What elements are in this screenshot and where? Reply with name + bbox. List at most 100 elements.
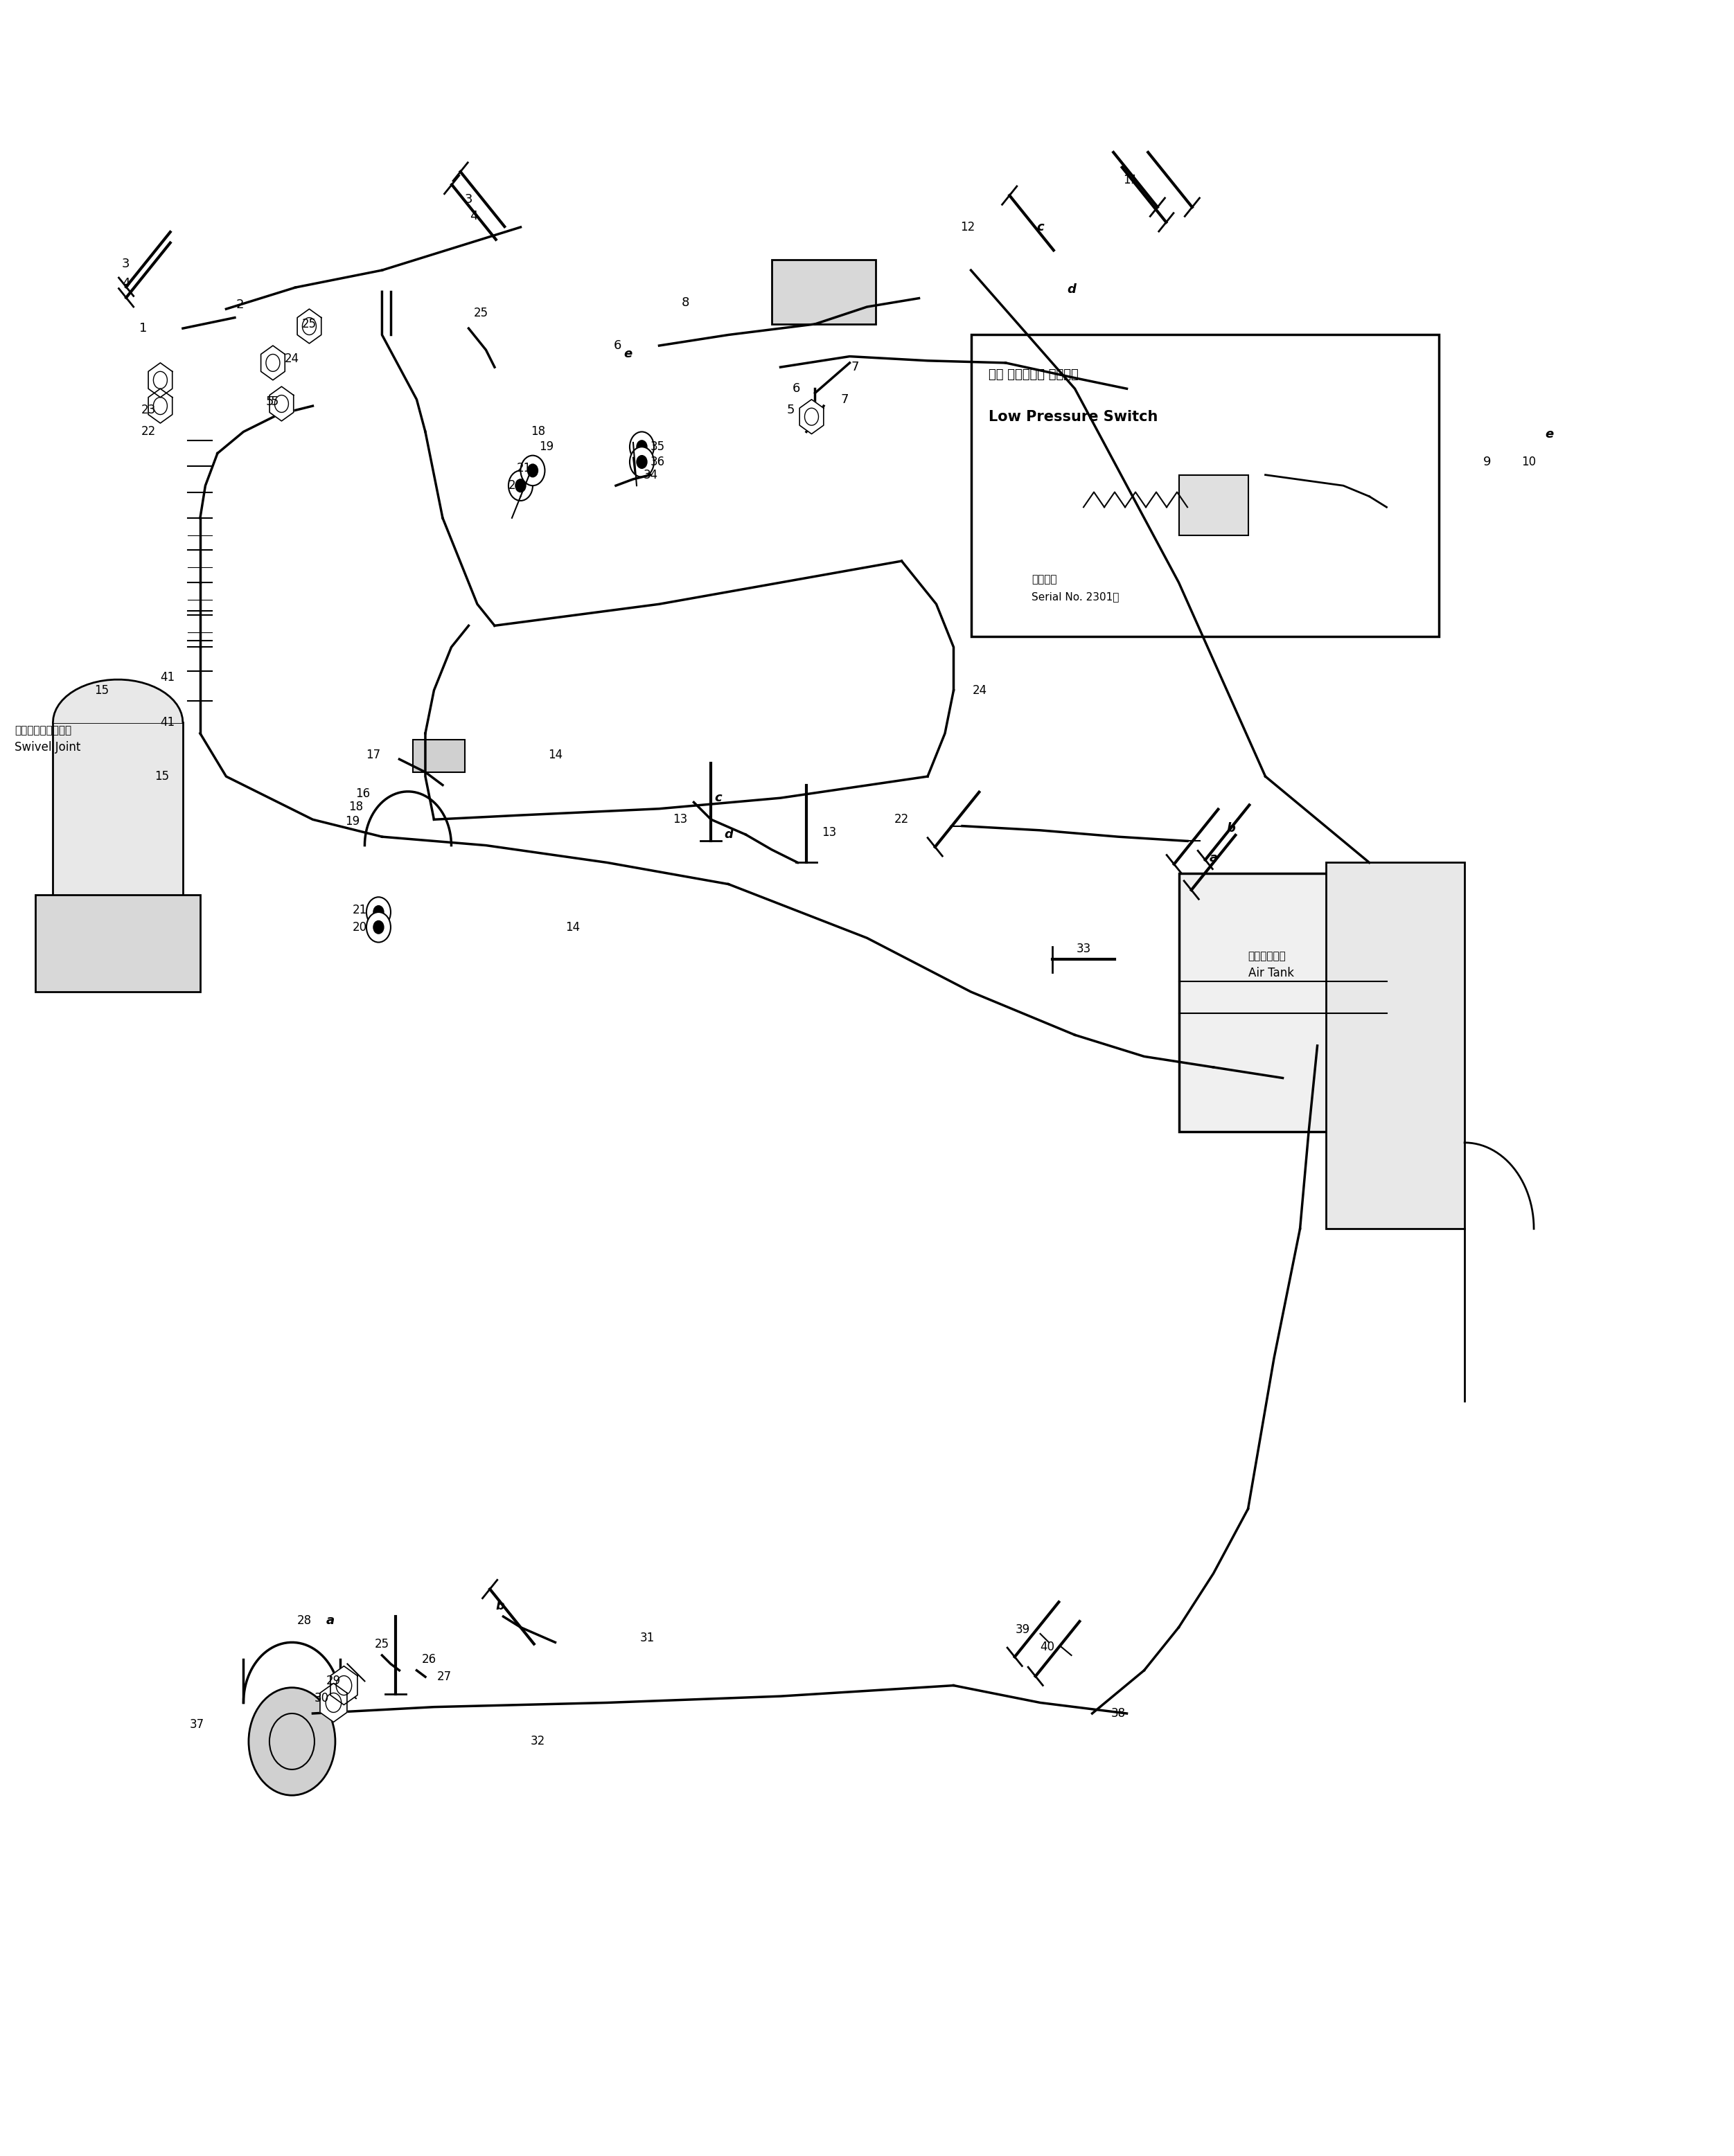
Text: 38: 38 bbox=[1111, 1708, 1125, 1720]
Text: ロー プレッシャ スイッチ: ロー プレッシャ スイッチ bbox=[988, 369, 1079, 382]
Circle shape bbox=[373, 921, 383, 934]
Polygon shape bbox=[260, 345, 284, 379]
Text: 39: 39 bbox=[1016, 1623, 1030, 1636]
Text: 25: 25 bbox=[302, 317, 317, 330]
Polygon shape bbox=[297, 308, 321, 343]
Text: 6: 6 bbox=[792, 382, 799, 395]
Text: 10: 10 bbox=[1521, 455, 1536, 468]
Text: 5: 5 bbox=[787, 403, 794, 416]
Polygon shape bbox=[54, 679, 182, 722]
Text: 4: 4 bbox=[121, 276, 130, 289]
Circle shape bbox=[629, 446, 654, 476]
Text: 4: 4 bbox=[470, 209, 479, 222]
Circle shape bbox=[636, 440, 647, 453]
Circle shape bbox=[373, 906, 383, 918]
Text: 8: 8 bbox=[681, 295, 688, 308]
Text: 40: 40 bbox=[1040, 1641, 1054, 1654]
Polygon shape bbox=[321, 1684, 347, 1723]
Text: Serial No. 2301～: Serial No. 2301～ bbox=[1032, 591, 1118, 602]
Circle shape bbox=[366, 897, 390, 927]
Polygon shape bbox=[149, 388, 172, 423]
Text: 3: 3 bbox=[121, 257, 130, 270]
Polygon shape bbox=[331, 1667, 357, 1705]
Bar bbox=[772, 259, 876, 323]
Text: 3: 3 bbox=[465, 192, 473, 205]
Text: 14: 14 bbox=[548, 748, 562, 761]
Text: 25: 25 bbox=[473, 306, 487, 319]
Text: d: d bbox=[725, 828, 733, 841]
Text: 29: 29 bbox=[326, 1675, 342, 1688]
Circle shape bbox=[508, 470, 532, 500]
Text: 41: 41 bbox=[160, 671, 175, 683]
Text: c: c bbox=[1037, 220, 1044, 233]
Circle shape bbox=[629, 431, 654, 461]
Text: 31: 31 bbox=[640, 1632, 654, 1645]
Text: 27: 27 bbox=[437, 1671, 451, 1684]
Text: e: e bbox=[1545, 427, 1554, 440]
Text: 23: 23 bbox=[140, 403, 156, 416]
Text: 36: 36 bbox=[650, 455, 664, 468]
Text: 22: 22 bbox=[895, 813, 909, 826]
Bar bbox=[54, 722, 182, 906]
Text: 5: 5 bbox=[265, 395, 274, 407]
Text: a: a bbox=[326, 1615, 335, 1628]
Text: Swivel Joint: Swivel Joint bbox=[16, 742, 81, 752]
Text: 21: 21 bbox=[517, 461, 531, 474]
Text: 7: 7 bbox=[841, 392, 848, 405]
Text: 32: 32 bbox=[531, 1736, 544, 1749]
Bar bbox=[36, 895, 199, 992]
Text: 13: 13 bbox=[822, 826, 836, 839]
Polygon shape bbox=[799, 399, 824, 433]
Text: c: c bbox=[714, 791, 721, 804]
Text: 17: 17 bbox=[366, 748, 381, 761]
Text: 20: 20 bbox=[352, 921, 368, 934]
Text: 25: 25 bbox=[375, 1639, 390, 1651]
Text: 20: 20 bbox=[508, 479, 522, 492]
Text: 35: 35 bbox=[650, 440, 664, 453]
Text: 18: 18 bbox=[349, 800, 364, 813]
Text: 9: 9 bbox=[1483, 455, 1491, 468]
Text: 19: 19 bbox=[539, 440, 553, 453]
Circle shape bbox=[527, 464, 538, 476]
Bar bbox=[1179, 873, 1387, 1132]
Text: 41: 41 bbox=[160, 716, 175, 729]
Text: b: b bbox=[1226, 821, 1235, 834]
Text: 5: 5 bbox=[271, 395, 279, 407]
Text: b: b bbox=[496, 1600, 505, 1613]
Text: 21: 21 bbox=[352, 903, 368, 916]
Text: 33: 33 bbox=[1077, 942, 1091, 955]
Text: a: a bbox=[1209, 852, 1217, 865]
Polygon shape bbox=[269, 386, 293, 420]
Text: 26: 26 bbox=[421, 1654, 437, 1667]
Polygon shape bbox=[149, 362, 172, 397]
Text: エアータンク: エアータンク bbox=[1248, 951, 1287, 962]
Text: 24: 24 bbox=[284, 351, 300, 364]
Text: スイベルジョイント: スイベルジョイント bbox=[16, 724, 71, 735]
Text: 13: 13 bbox=[673, 813, 687, 826]
Text: 34: 34 bbox=[643, 468, 657, 481]
Text: 18: 18 bbox=[531, 425, 544, 438]
Text: 37: 37 bbox=[189, 1718, 205, 1731]
Bar bbox=[1179, 474, 1248, 535]
Text: 11: 11 bbox=[1124, 172, 1138, 185]
Bar bbox=[1327, 862, 1465, 1229]
Text: 15: 15 bbox=[154, 770, 170, 783]
Text: 16: 16 bbox=[355, 787, 371, 800]
Text: 14: 14 bbox=[565, 921, 579, 934]
Text: 7: 7 bbox=[851, 360, 858, 373]
Text: Air Tank: Air Tank bbox=[1248, 968, 1294, 979]
Text: 15: 15 bbox=[94, 683, 109, 696]
Text: 適用号機: 適用号機 bbox=[1032, 573, 1056, 584]
Text: 19: 19 bbox=[345, 815, 361, 828]
Text: 28: 28 bbox=[297, 1615, 312, 1628]
Circle shape bbox=[515, 479, 525, 492]
Text: 22: 22 bbox=[140, 425, 156, 438]
Bar bbox=[971, 334, 1439, 636]
Circle shape bbox=[520, 455, 544, 485]
Circle shape bbox=[248, 1688, 335, 1796]
Text: 2: 2 bbox=[236, 298, 244, 310]
Circle shape bbox=[636, 455, 647, 468]
Text: 6: 6 bbox=[614, 338, 621, 351]
Text: e: e bbox=[624, 347, 633, 360]
Circle shape bbox=[366, 912, 390, 942]
